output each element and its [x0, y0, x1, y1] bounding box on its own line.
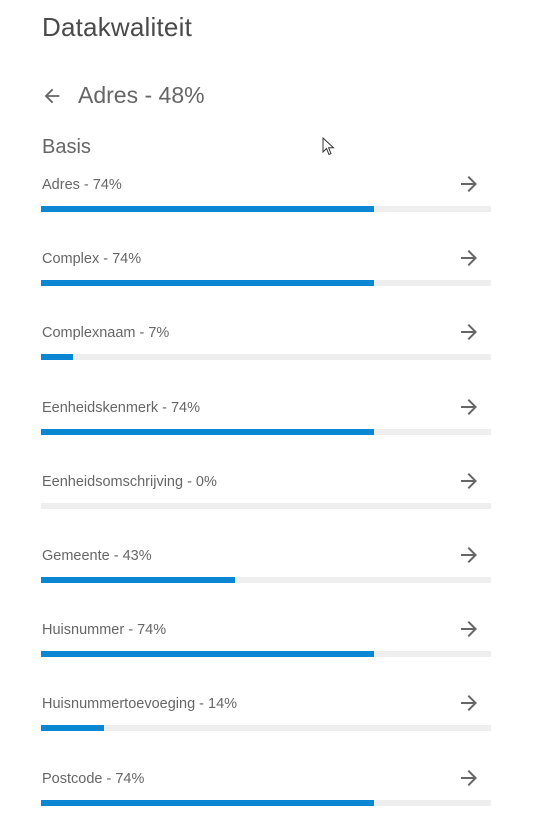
list-item[interactable]: Complex - 74% — [41, 242, 491, 316]
progress-track — [41, 651, 491, 658]
arrow-right-icon[interactable] — [457, 469, 481, 493]
progress-fill — [41, 576, 235, 583]
progress-track — [41, 502, 491, 509]
progress-fill — [41, 354, 73, 361]
arrow-right-icon[interactable] — [457, 320, 481, 344]
progress-fill — [41, 280, 374, 287]
list-item[interactable]: Eenheidsomschrijving - 0% — [41, 465, 491, 539]
arrow-right-icon[interactable] — [457, 246, 481, 270]
progress-track — [41, 280, 491, 287]
back-arrow-icon[interactable] — [40, 84, 64, 108]
progress-track — [41, 354, 491, 361]
list-item[interactable]: Adres - 74% — [41, 168, 491, 242]
list-item[interactable]: Huisnummer - 74% — [41, 613, 491, 687]
progress-fill — [41, 725, 104, 732]
list-item[interactable]: Gemeente - 43% — [41, 539, 491, 613]
arrow-right-icon[interactable] — [457, 766, 481, 790]
subheader: Adres - 48% — [40, 82, 205, 109]
arrow-right-icon[interactable] — [457, 691, 481, 715]
progress-track — [41, 428, 491, 435]
progress-track — [41, 725, 491, 732]
arrow-right-icon[interactable] — [457, 172, 481, 196]
progress-fill — [41, 799, 374, 806]
item-label: Huisnummer - 74% — [42, 622, 167, 639]
item-label: Complex - 74% — [42, 251, 142, 268]
item-label: Gemeente - 43% — [42, 547, 152, 564]
list-item[interactable]: Eenheidskenmerk - 74% — [41, 391, 491, 465]
item-label: Postcode - 74% — [42, 770, 145, 787]
list-item[interactable]: Postcode - 74% — [41, 762, 491, 836]
progress-track — [41, 206, 491, 212]
progress-fill — [41, 651, 374, 658]
item-label: Eenheidskenmerk - 74% — [42, 399, 200, 416]
item-label: Eenheidsomschrijving - 0% — [42, 473, 217, 490]
page-title: Datakwaliteit — [42, 12, 192, 42]
item-label: Complexnaam - 7% — [42, 325, 170, 342]
sub-title: Adres - 48% — [78, 82, 205, 108]
item-label: Huisnummertoevoeging - 14% — [42, 696, 238, 713]
progress-fill — [41, 428, 374, 435]
item-label: Adres - 74% — [42, 177, 122, 193]
quality-list: Adres - 74% Complex - 74% Complexnaam - 7%… — [41, 168, 491, 836]
arrow-right-icon[interactable] — [457, 617, 481, 641]
progress-track — [41, 799, 491, 806]
progress-fill — [41, 206, 374, 212]
list-item[interactable]: Huisnummertoevoeging - 14% — [41, 687, 491, 761]
mouse-pointer-icon — [322, 137, 335, 156]
list-item[interactable]: Complexnaam - 7% — [41, 316, 491, 390]
arrow-right-icon[interactable] — [457, 543, 481, 567]
section-title: Basis — [42, 136, 91, 158]
arrow-right-icon[interactable] — [457, 395, 481, 419]
progress-track — [41, 576, 491, 583]
